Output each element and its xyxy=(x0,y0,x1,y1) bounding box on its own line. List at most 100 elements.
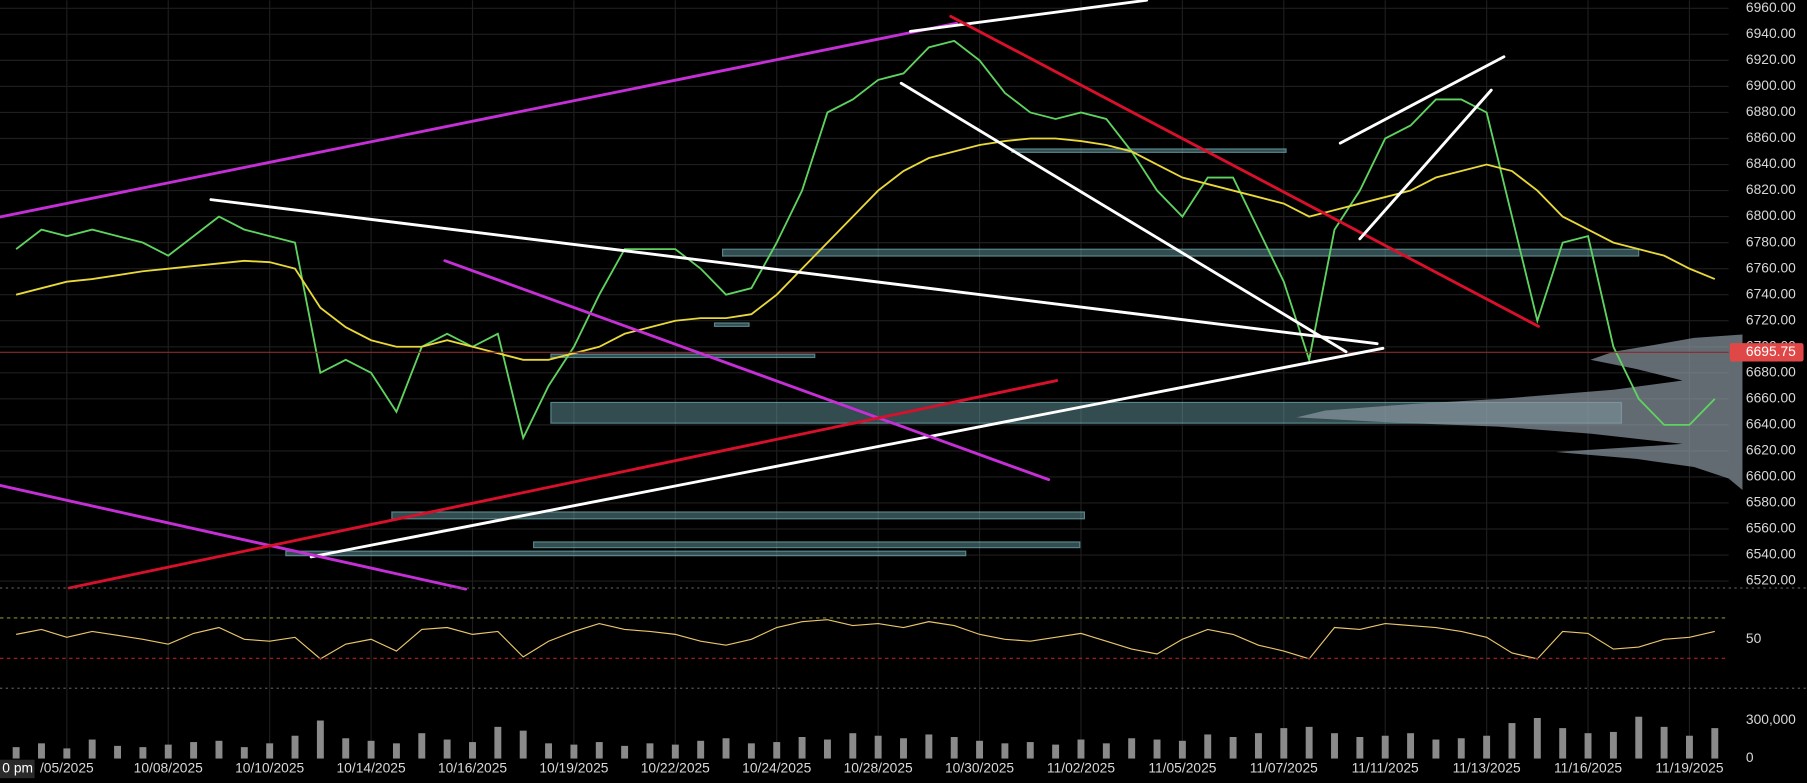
volume-bar xyxy=(1559,728,1567,759)
volume-bar xyxy=(621,745,629,759)
x-tick-label: 10/10/2025 xyxy=(235,760,304,776)
volume-bar xyxy=(88,739,96,759)
grid-layer xyxy=(0,0,1729,759)
trendlines xyxy=(0,0,1540,591)
x-tick-label: 10/19/2025 xyxy=(539,760,608,776)
y-tick-label: 6900.00 xyxy=(1746,77,1796,93)
volume-bar xyxy=(1128,738,1136,759)
volume-bar xyxy=(646,743,654,759)
volume-bar xyxy=(1584,733,1592,759)
x-tick-label: 10/14/2025 xyxy=(337,760,406,776)
x-tick-label: 11/05/2025 xyxy=(1148,760,1216,776)
trendline xyxy=(67,379,1059,590)
x-tick-label: 11/11/2025 xyxy=(1352,760,1419,776)
volume-bar xyxy=(925,734,933,759)
volume-bar xyxy=(342,738,350,759)
volume-bar xyxy=(1178,740,1186,759)
x-tick-label: 11/07/2025 xyxy=(1250,760,1318,776)
volume-bar xyxy=(392,743,400,759)
volume-bar xyxy=(469,742,476,759)
trendline xyxy=(443,259,1051,482)
volume-bar xyxy=(63,748,71,759)
y-tick-label: 50 xyxy=(1746,630,1762,646)
y-tick-label: 6960.00 xyxy=(1746,0,1796,15)
trendline xyxy=(1358,88,1493,241)
zone xyxy=(391,511,1086,520)
volume-bar xyxy=(1457,738,1465,759)
rsi-bands xyxy=(0,617,1729,659)
volume-bar xyxy=(900,738,907,759)
zone xyxy=(713,322,750,327)
volume-bar xyxy=(1609,731,1617,759)
volume-bar xyxy=(1229,736,1237,759)
panel-separators xyxy=(0,587,1807,689)
x-tick-label: 10/28/2025 xyxy=(844,760,913,776)
volume-bar xyxy=(266,743,274,759)
volume-bar xyxy=(1533,717,1541,759)
x-tick-label: /05/2025 xyxy=(40,760,94,776)
volume-bar xyxy=(443,739,451,759)
volume-bar xyxy=(1711,728,1719,759)
volume-bar xyxy=(545,743,553,759)
volume-bar xyxy=(950,736,958,759)
x-tick-label: 10/22/2025 xyxy=(641,760,710,776)
volume-bar xyxy=(190,742,198,759)
volume-bar xyxy=(1381,735,1389,759)
x-tick-label: 11/19/2025 xyxy=(1655,760,1723,776)
volume-bar xyxy=(976,740,984,759)
volume-profile xyxy=(1296,334,1743,491)
volume-bar xyxy=(1685,735,1693,759)
volume-bar xyxy=(1254,733,1262,759)
y-tick-label: 6880.00 xyxy=(1746,103,1796,119)
y-tick-label: 6520.00 xyxy=(1746,572,1796,588)
volume-bar xyxy=(1432,739,1440,759)
volume-bar xyxy=(1052,744,1060,759)
volume-bar xyxy=(570,744,578,759)
trendline xyxy=(309,346,1385,559)
x-tick-label: 10/24/2025 xyxy=(742,760,811,776)
volume-bar xyxy=(494,726,502,759)
y-tick-label: 6760.00 xyxy=(1746,259,1796,275)
y-tick-label: 6780.00 xyxy=(1746,233,1796,249)
trendline xyxy=(908,0,1149,33)
volume-bar xyxy=(12,747,20,759)
y-tick-label: 6720.00 xyxy=(1746,311,1796,327)
trendline xyxy=(949,14,1540,328)
volume-bar xyxy=(1026,742,1034,759)
last-price-label: 6695.75 xyxy=(1746,343,1796,359)
zone xyxy=(550,353,816,359)
y-tick-label: 300,000 xyxy=(1746,711,1796,727)
zone xyxy=(285,550,967,557)
volume-bar xyxy=(823,739,831,759)
zone xyxy=(532,541,1081,549)
volume-bar xyxy=(798,736,806,759)
x-tick-label: 10/16/2025 xyxy=(438,760,507,776)
y-tick-label: 6920.00 xyxy=(1746,51,1796,67)
last-price-box xyxy=(1729,343,1804,362)
volume-bar xyxy=(1280,728,1288,759)
volume-bar xyxy=(38,743,45,759)
y-tick-label: 6640.00 xyxy=(1746,416,1796,432)
volume-bar xyxy=(519,730,527,759)
y-tick-label: 6740.00 xyxy=(1746,285,1796,301)
volume-bar xyxy=(1356,736,1364,759)
series-line xyxy=(16,619,1715,660)
volume-bar xyxy=(1483,735,1491,759)
time-label: 0 pm xyxy=(2,760,33,776)
y-tick-label: 6660.00 xyxy=(1746,389,1796,405)
volume-bar xyxy=(215,740,223,759)
volume-bar xyxy=(1001,743,1009,759)
volume-bar xyxy=(874,735,882,759)
volume-bar xyxy=(773,742,781,759)
y-tick-label: 6800.00 xyxy=(1746,207,1796,223)
trendline xyxy=(209,198,1379,346)
volume-bar xyxy=(1305,726,1313,759)
volume-bar xyxy=(722,738,730,759)
y-tick-label: 6840.00 xyxy=(1746,155,1796,171)
volume-bar xyxy=(316,720,324,759)
volume-bar xyxy=(114,745,122,759)
trendline xyxy=(1338,55,1506,145)
volume-bar xyxy=(240,747,248,759)
volume-bar xyxy=(1102,743,1110,759)
